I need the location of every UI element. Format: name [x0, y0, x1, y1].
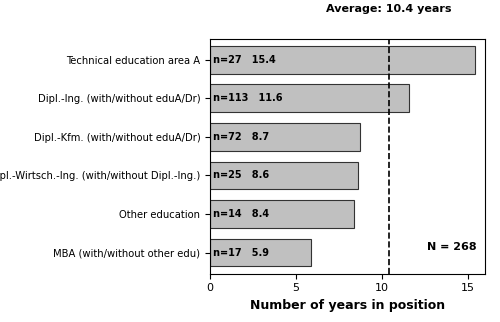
Bar: [210, 239, 312, 266]
X-axis label: Number of years in position: Number of years in position: [250, 299, 445, 312]
Bar: [210, 123, 360, 151]
Text: n=27   15.4: n=27 15.4: [212, 55, 276, 65]
Bar: [210, 84, 410, 112]
Text: Average: 10.4 years: Average: 10.4 years: [326, 4, 452, 14]
Text: n=113   11.6: n=113 11.6: [212, 93, 282, 103]
Text: n=25   8.6: n=25 8.6: [212, 170, 268, 180]
Text: N = 268: N = 268: [427, 242, 476, 252]
Text: n=72   8.7: n=72 8.7: [212, 132, 268, 142]
Text: n=17   5.9: n=17 5.9: [212, 248, 268, 258]
Bar: [210, 46, 474, 74]
Bar: [210, 162, 358, 189]
Bar: [210, 200, 354, 228]
Text: n=14   8.4: n=14 8.4: [212, 209, 268, 219]
